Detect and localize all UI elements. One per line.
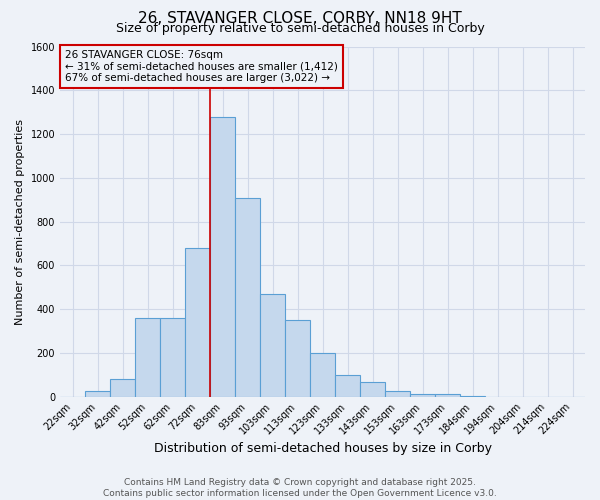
Text: 26, STAVANGER CLOSE, CORBY, NN18 9HT: 26, STAVANGER CLOSE, CORBY, NN18 9HT	[138, 11, 462, 26]
Bar	[285, 320, 310, 396]
Bar	[110, 379, 135, 396]
Bar	[435, 394, 460, 396]
Bar	[335, 375, 360, 396]
Bar	[160, 318, 185, 396]
Bar	[310, 353, 335, 397]
Bar	[260, 294, 285, 396]
Bar	[235, 198, 260, 396]
Bar	[210, 116, 235, 396]
Text: Size of property relative to semi-detached houses in Corby: Size of property relative to semi-detach…	[116, 22, 484, 35]
Bar	[360, 382, 385, 396]
Text: 26 STAVANGER CLOSE: 76sqm
← 31% of semi-detached houses are smaller (1,412)
67% : 26 STAVANGER CLOSE: 76sqm ← 31% of semi-…	[65, 50, 338, 83]
Bar	[85, 391, 110, 396]
Bar	[410, 394, 435, 396]
Bar	[135, 318, 160, 396]
Bar	[385, 391, 410, 396]
Bar	[185, 248, 210, 396]
Y-axis label: Number of semi-detached properties: Number of semi-detached properties	[15, 118, 25, 324]
Text: Contains HM Land Registry data © Crown copyright and database right 2025.
Contai: Contains HM Land Registry data © Crown c…	[103, 478, 497, 498]
X-axis label: Distribution of semi-detached houses by size in Corby: Distribution of semi-detached houses by …	[154, 442, 491, 455]
